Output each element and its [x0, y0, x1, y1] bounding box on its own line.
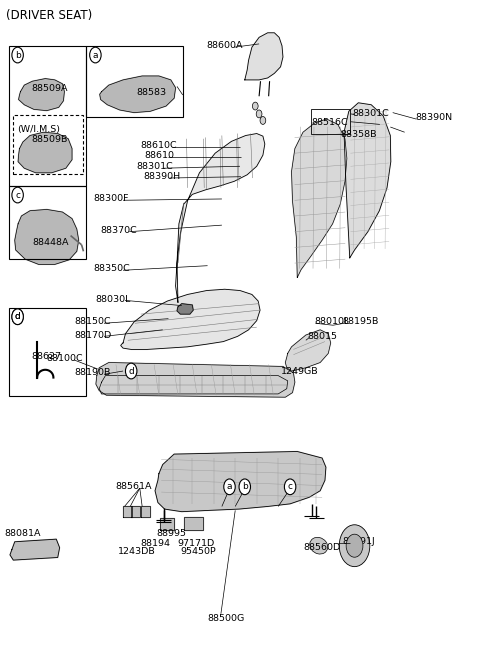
- Text: 88358B: 88358B: [340, 129, 377, 139]
- Text: 88150C: 88150C: [74, 317, 110, 327]
- Ellipse shape: [310, 537, 328, 554]
- Polygon shape: [131, 507, 140, 517]
- Polygon shape: [344, 102, 391, 258]
- Polygon shape: [120, 289, 260, 350]
- Text: 88301C: 88301C: [353, 109, 389, 118]
- Bar: [9, 46, 86, 186]
- Text: 88390H: 88390H: [144, 172, 181, 181]
- Text: 88600A: 88600A: [206, 41, 243, 51]
- Text: d: d: [15, 312, 21, 321]
- Text: b: b: [15, 51, 21, 60]
- Text: d: d: [128, 367, 134, 376]
- Text: 88509A: 88509A: [31, 84, 68, 93]
- Text: 88030L: 88030L: [95, 294, 130, 304]
- Text: 88194: 88194: [141, 539, 171, 547]
- Circle shape: [12, 187, 24, 203]
- Bar: [86, 46, 183, 117]
- Circle shape: [12, 309, 24, 325]
- Text: 88500G: 88500G: [207, 614, 245, 623]
- Circle shape: [90, 47, 101, 63]
- Circle shape: [284, 479, 296, 495]
- Polygon shape: [96, 363, 295, 397]
- Circle shape: [224, 479, 235, 495]
- Text: 88627: 88627: [31, 352, 61, 361]
- Text: 88100C: 88100C: [46, 354, 83, 363]
- Text: 88509B: 88509B: [31, 135, 67, 144]
- Polygon shape: [177, 304, 193, 314]
- Text: 88448A: 88448A: [32, 238, 69, 246]
- Text: 88190B: 88190B: [74, 369, 110, 378]
- Text: 1243DB: 1243DB: [118, 547, 156, 556]
- Polygon shape: [10, 539, 60, 560]
- Text: 88170D: 88170D: [74, 330, 111, 340]
- Text: b: b: [242, 482, 248, 491]
- Circle shape: [256, 110, 262, 118]
- Text: 88015: 88015: [308, 332, 338, 341]
- Text: 88516C: 88516C: [312, 118, 348, 127]
- Polygon shape: [100, 76, 176, 112]
- Text: 88081A: 88081A: [4, 530, 41, 539]
- Polygon shape: [141, 507, 150, 517]
- Text: 88610: 88610: [144, 151, 175, 160]
- Circle shape: [339, 525, 370, 566]
- Text: 88301C: 88301C: [136, 162, 173, 171]
- Polygon shape: [99, 376, 288, 394]
- Text: (W/I.M.S): (W/I.M.S): [17, 125, 60, 134]
- Text: 97171D: 97171D: [177, 539, 214, 547]
- Text: 88370C: 88370C: [100, 226, 137, 235]
- Circle shape: [260, 116, 266, 124]
- Polygon shape: [285, 330, 331, 371]
- Polygon shape: [184, 517, 203, 530]
- Text: c: c: [288, 482, 293, 491]
- Circle shape: [239, 479, 251, 495]
- Polygon shape: [19, 79, 64, 110]
- Text: 88350C: 88350C: [93, 265, 130, 273]
- Circle shape: [12, 47, 24, 63]
- Text: 88610C: 88610C: [141, 141, 178, 150]
- Bar: [9, 186, 86, 259]
- Text: 88560D: 88560D: [303, 543, 340, 552]
- Circle shape: [125, 363, 137, 379]
- Polygon shape: [245, 33, 283, 80]
- Polygon shape: [123, 507, 132, 517]
- Text: (DRIVER SEAT): (DRIVER SEAT): [6, 9, 93, 22]
- Text: 88995: 88995: [156, 530, 187, 539]
- Text: a: a: [227, 482, 232, 491]
- Text: c: c: [15, 191, 20, 200]
- Text: 88010L: 88010L: [314, 317, 349, 327]
- Text: 88390N: 88390N: [416, 114, 453, 122]
- Text: 88191J: 88191J: [342, 537, 375, 546]
- Bar: [13, 115, 83, 174]
- Polygon shape: [18, 132, 72, 173]
- Text: 88561A: 88561A: [115, 482, 152, 491]
- Text: 88195B: 88195B: [343, 317, 379, 327]
- Text: d: d: [15, 312, 21, 321]
- Polygon shape: [15, 210, 79, 264]
- Circle shape: [346, 534, 363, 557]
- Bar: [311, 109, 350, 133]
- Text: 1249GB: 1249GB: [281, 367, 318, 376]
- Text: 88583: 88583: [136, 89, 166, 97]
- Text: 88300F: 88300F: [94, 194, 129, 204]
- Polygon shape: [176, 133, 265, 302]
- Polygon shape: [291, 119, 347, 277]
- Bar: [9, 308, 86, 396]
- Circle shape: [252, 102, 258, 110]
- Text: 95450P: 95450P: [181, 547, 216, 556]
- Circle shape: [12, 309, 24, 325]
- Text: a: a: [93, 51, 98, 60]
- Polygon shape: [160, 518, 174, 530]
- Polygon shape: [155, 451, 326, 512]
